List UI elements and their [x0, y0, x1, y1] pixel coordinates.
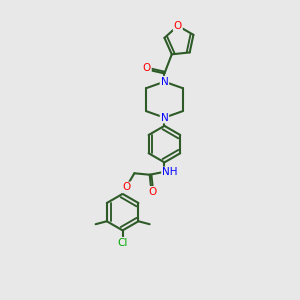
Text: O: O: [142, 63, 151, 74]
Text: O: O: [148, 187, 157, 197]
Text: O: O: [174, 21, 182, 31]
Text: N: N: [160, 77, 168, 87]
Text: Cl: Cl: [117, 238, 128, 248]
Text: O: O: [122, 182, 130, 192]
Text: N: N: [160, 112, 168, 123]
Text: NH: NH: [162, 167, 178, 177]
